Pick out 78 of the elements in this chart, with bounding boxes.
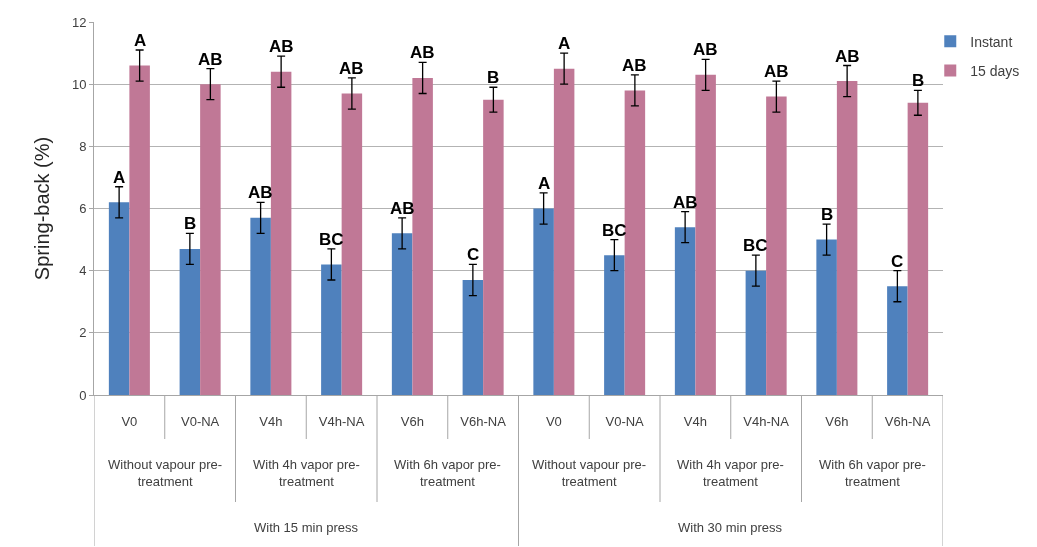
bar xyxy=(412,77,433,395)
data-label: C xyxy=(891,252,904,271)
data-label: AB xyxy=(198,50,223,69)
y-tick-label: 0 xyxy=(79,387,87,403)
bar xyxy=(462,279,484,395)
bar xyxy=(129,65,150,395)
bar xyxy=(766,96,787,395)
data-label: A xyxy=(134,31,147,50)
text: Without vapour pre-treatment xyxy=(532,457,647,489)
data-label: AB xyxy=(622,56,647,75)
text: With 4h vapor pre-treatment xyxy=(253,457,360,489)
data-label: AB xyxy=(693,40,718,59)
bar xyxy=(108,202,130,395)
bar xyxy=(836,81,858,395)
data-label: AB xyxy=(248,183,273,202)
x-tick-label: V6h xyxy=(825,413,849,429)
bar xyxy=(483,99,504,395)
bar xyxy=(200,84,221,395)
data-label: AB xyxy=(339,59,364,78)
bar xyxy=(887,286,908,395)
data-label: BC xyxy=(319,230,344,249)
x-tick-label: V0 xyxy=(121,413,138,429)
y-tick-label: 10 xyxy=(71,76,87,92)
bar xyxy=(674,227,696,395)
data-label: A xyxy=(538,174,551,193)
bar xyxy=(604,255,625,395)
y-tick-label: 4 xyxy=(79,263,87,279)
y-axis-title: Spring-back (%) xyxy=(31,136,54,281)
bar xyxy=(533,208,554,395)
text: With 6h vapor pre-treatment xyxy=(394,457,501,489)
data-label: BC xyxy=(602,221,627,240)
x-tick-label: V6h xyxy=(400,413,424,429)
data-label: AB xyxy=(269,37,294,56)
data-label: AB xyxy=(390,199,415,218)
data-label: AB xyxy=(764,62,789,81)
x-tick-label: V6h-NA xyxy=(884,413,931,429)
x-tick-label: V0-NA xyxy=(180,413,220,429)
y-tick-label: 12 xyxy=(71,14,87,30)
data-label: B xyxy=(184,214,197,233)
data-label: AB xyxy=(673,193,698,212)
x-tick-label: V4h xyxy=(259,413,283,429)
bar xyxy=(321,264,342,395)
bar xyxy=(391,233,413,395)
bar xyxy=(695,74,716,395)
data-label: BC xyxy=(743,236,768,255)
bar xyxy=(745,270,767,395)
bar xyxy=(250,217,271,395)
bar xyxy=(553,68,575,395)
y-tick-label: 8 xyxy=(79,138,87,154)
bar xyxy=(270,71,292,395)
bar xyxy=(624,90,646,395)
bar xyxy=(179,248,201,395)
y-tick-label: 2 xyxy=(79,325,87,341)
bar xyxy=(907,102,929,395)
data-label: B xyxy=(487,68,500,87)
x-tick-label: V4h xyxy=(683,413,707,429)
text: Without vapour pre-treatment xyxy=(108,457,223,489)
data-label: A xyxy=(113,168,126,187)
text: With 6h vapor pre-treatment xyxy=(819,457,926,489)
data-label: A xyxy=(558,34,571,53)
data-label: B xyxy=(821,205,834,224)
data-label: AB xyxy=(835,47,860,66)
x-tick-label: V4h-NA xyxy=(743,413,790,429)
x-tick-label: V0-NA xyxy=(605,413,645,429)
y-tick-label: 6 xyxy=(79,201,87,217)
text: With 4h vapor pre-treatment xyxy=(677,457,784,489)
text: With 30 min press xyxy=(678,520,783,535)
data-label: C xyxy=(467,245,480,264)
text: With 15 min press xyxy=(254,520,359,535)
bar xyxy=(816,239,837,395)
x-tick-label: V6h-NA xyxy=(460,413,507,429)
data-label: B xyxy=(912,71,925,90)
x-tick-label: V0 xyxy=(545,413,562,429)
bar xyxy=(341,93,363,395)
legend-label: Instant xyxy=(970,33,1013,50)
x-tick-label: V4h-NA xyxy=(318,413,365,429)
legend-label: 15 days xyxy=(970,62,1020,79)
data-label: AB xyxy=(410,43,435,62)
